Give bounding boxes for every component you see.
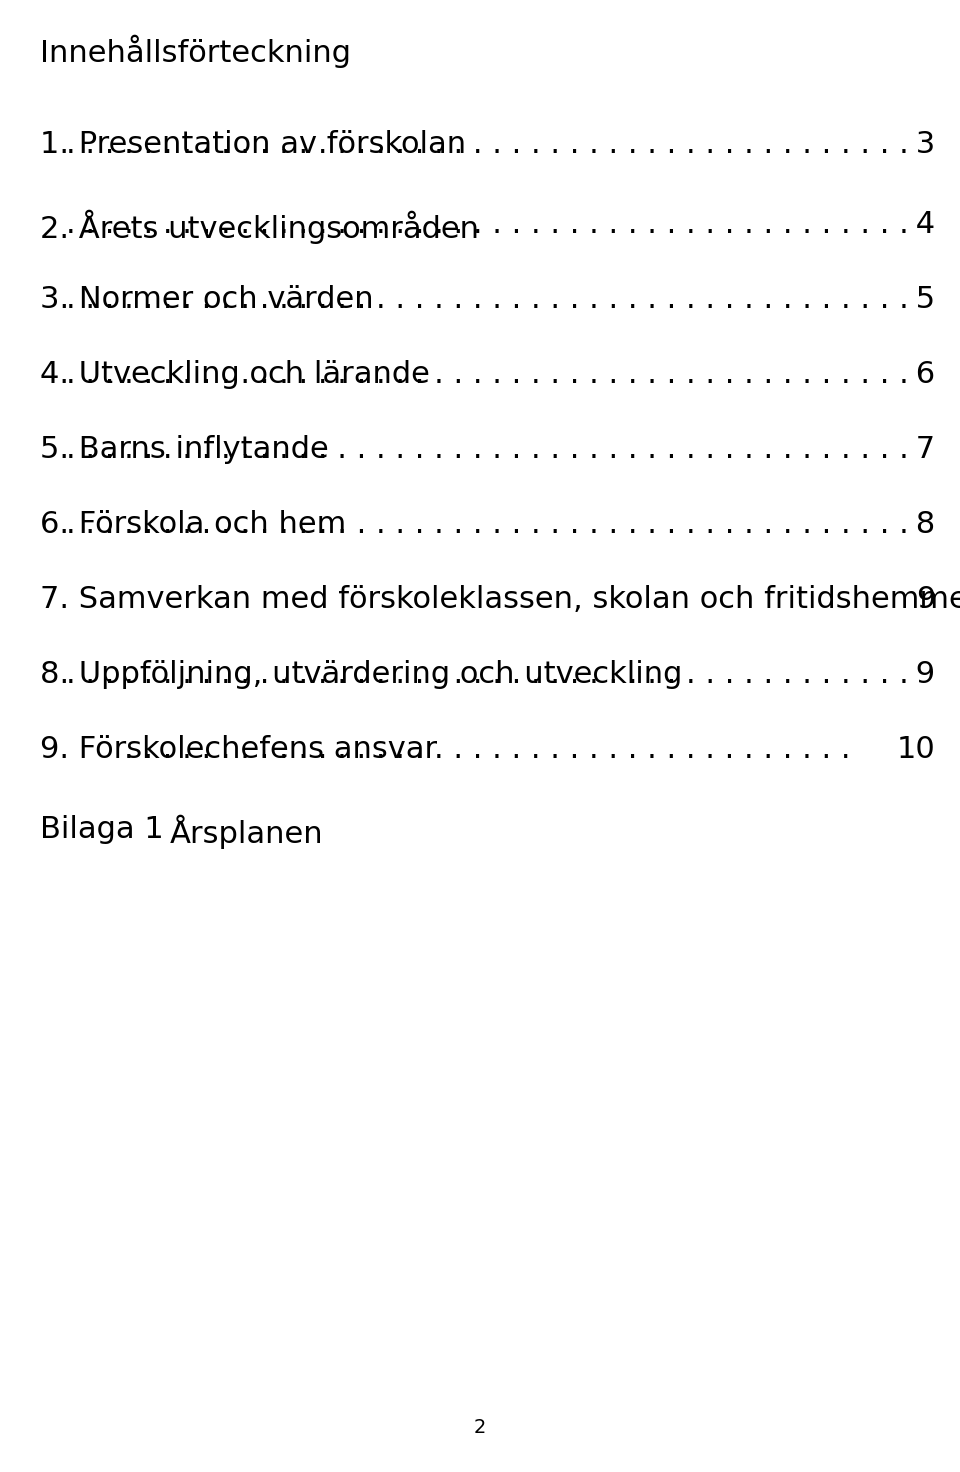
Text: . . . . . . . . . . . . . . . . . . . . . . . . . . . . . . . . . . . . . . . . : . . . . . . . . . . . . . . . . . . . . …	[66, 130, 909, 159]
Text: . . . . . . . . . . . . . . . . . . . . . . . . . . . . . . . . . . . . . . . . : . . . . . . . . . . . . . . . . . . . . …	[66, 361, 909, 389]
Text: Innehållsförteckning: Innehållsförteckning	[40, 35, 351, 68]
Text: 6: 6	[906, 361, 935, 389]
Text: 10: 10	[897, 735, 935, 764]
Text: 7: 7	[906, 436, 935, 464]
Text: . . . . . . . . . . . . . . . . . . . . . . . . . . . . . . . . . . . . . . . . : . . . . . . . . . . . . . . . . . . . . …	[66, 509, 909, 539]
Text: 5: 5	[906, 286, 935, 314]
Text: . . . . . . . . . . . . . . . . . . . . . . . . . . . . . . . . . . . . . .: . . . . . . . . . . . . . . . . . . . . …	[124, 735, 851, 764]
Text: 7. Samverkan med förskoleklassen, skolan och fritidshemmet: 7. Samverkan med förskoleklassen, skolan…	[40, 584, 960, 614]
Text: 6. Förskola och hem: 6. Förskola och hem	[40, 509, 347, 539]
Text: 4: 4	[906, 210, 935, 238]
Text: 9. Förskolechefens ansvar: 9. Förskolechefens ansvar	[40, 735, 437, 764]
Text: 9: 9	[916, 584, 935, 614]
Text: 5. Barns inflytande: 5. Barns inflytande	[40, 436, 328, 464]
Text: 9: 9	[906, 659, 935, 689]
Text: 8: 8	[905, 509, 935, 539]
Text: 2: 2	[474, 1418, 486, 1437]
Text: 1. Presentation av förskolan: 1. Presentation av förskolan	[40, 130, 467, 159]
Text: 3: 3	[905, 130, 935, 159]
Text: 8. Uppföljning, utvärdering och utveckling: 8. Uppföljning, utvärdering och utveckli…	[40, 659, 683, 689]
Text: 3. Normer och värden: 3. Normer och värden	[40, 286, 373, 314]
Text: . . . . . . . . . . . . . . . . . . . . . . . . . . . . . . . . . . . . . . . . : . . . . . . . . . . . . . . . . . . . . …	[66, 659, 909, 689]
Text: 2. Årets utvecklingsområden: 2. Årets utvecklingsområden	[40, 210, 479, 244]
Text: Årsplanen: Årsplanen	[170, 815, 324, 849]
Text: . . . . . . . . . . . . . . . . . . . . . . . . . . . . . . . . . . . . . . . . : . . . . . . . . . . . . . . . . . . . . …	[66, 210, 909, 238]
Text: . . . . . . . . . . . . . . . . . . . . . . . . . . . . . . . . . . . . . . . . : . . . . . . . . . . . . . . . . . . . . …	[66, 286, 909, 314]
Text: . . . . . . . . . . . . . . . . . . . . . . . . . . . . . . . . . . . . . . . . : . . . . . . . . . . . . . . . . . . . . …	[66, 436, 909, 464]
Text: 4. Utveckling och lärande: 4. Utveckling och lärande	[40, 361, 430, 389]
Text: Bilaga 1: Bilaga 1	[40, 815, 164, 843]
